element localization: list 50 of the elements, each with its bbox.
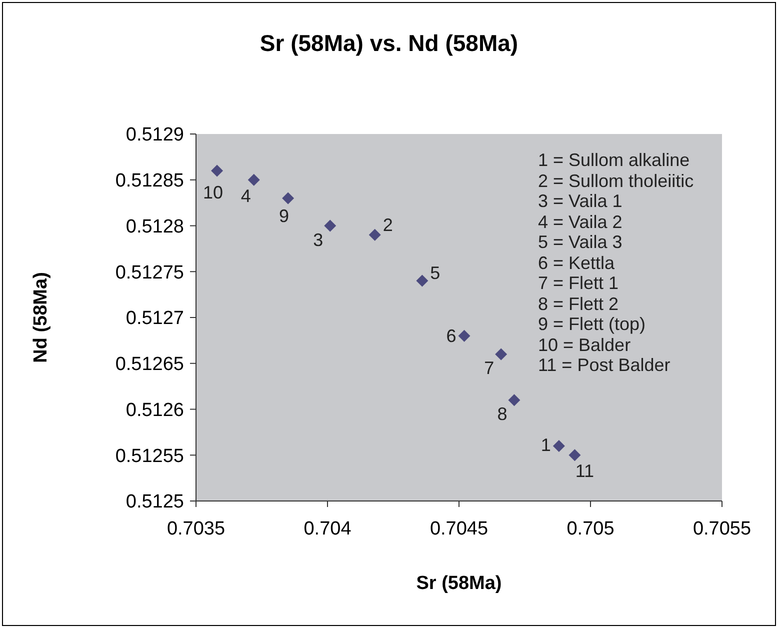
annotation: 2 = Sullom tholeiitic — [538, 170, 694, 191]
annotation: 6 = Kettla — [538, 252, 616, 273]
point — [552, 440, 565, 452]
annotation: 5 = Vaila 3 — [538, 232, 624, 252]
annotation: 11 — [575, 461, 594, 482]
annotation: 2 — [382, 214, 393, 235]
annotation: 1 — [540, 434, 551, 455]
y-tick-label: 0.51275 — [115, 262, 184, 284]
point — [458, 330, 470, 342]
point — [495, 348, 508, 360]
y-axis-title: Nd (58Ma) — [30, 272, 52, 363]
point — [282, 192, 294, 204]
y-tick-label: 0.5127 — [126, 308, 184, 330]
annotation: 5 — [430, 262, 440, 283]
annotation: 4 — [240, 186, 251, 206]
annotation: 1 = Sullom alkaline — [538, 150, 691, 170]
point — [416, 274, 428, 287]
x-tick-label: 0.7055 — [692, 518, 752, 540]
y-tick-label: 0.51265 — [115, 354, 184, 376]
annotation: 10 — [203, 182, 224, 203]
annotation: 9 — [279, 206, 290, 226]
annotation: 8 — [497, 404, 508, 424]
point — [211, 164, 224, 177]
x-tick-label: 0.7045 — [430, 518, 488, 540]
annotation: 7 = Flett 1 — [538, 273, 620, 294]
point — [248, 174, 260, 186]
annotation: 7 — [484, 358, 494, 378]
annotation: 9 = Flett (top) — [538, 314, 647, 334]
y-tick-label: 0.5126 — [126, 400, 184, 421]
chart-title: Sr (58Ma) vs. Nd (58Ma) — [258, 30, 520, 57]
x-tick-label: 0.704 — [304, 518, 352, 540]
annotation: 11 = Post Balder — [538, 355, 672, 376]
annotation: 4 = Vaila 2 — [538, 212, 624, 232]
annotation: 3 = Vaila 1 — [538, 191, 624, 212]
y-tick-label: 0.5125 — [126, 492, 184, 513]
point — [508, 394, 520, 406]
x-tick-label: 0.705 — [566, 518, 614, 540]
point — [368, 228, 381, 241]
annotation: 6 — [446, 326, 456, 346]
annotation: 10 = Balder — [538, 334, 632, 355]
y-tick-label: 0.5128 — [126, 216, 184, 238]
point — [324, 220, 336, 232]
x-tick-label: 0.7035 — [166, 518, 226, 540]
y-tick-label: 0.51255 — [115, 446, 184, 467]
annotation: 3 — [313, 230, 324, 250]
x-axis-title: Sr (58Ma) — [416, 573, 502, 594]
point — [568, 449, 581, 462]
y-tick-label: 0.5129 — [126, 124, 184, 146]
annotation: 8 = Flett 2 — [538, 294, 620, 314]
y-tick-label: 0.51285 — [115, 170, 184, 192]
